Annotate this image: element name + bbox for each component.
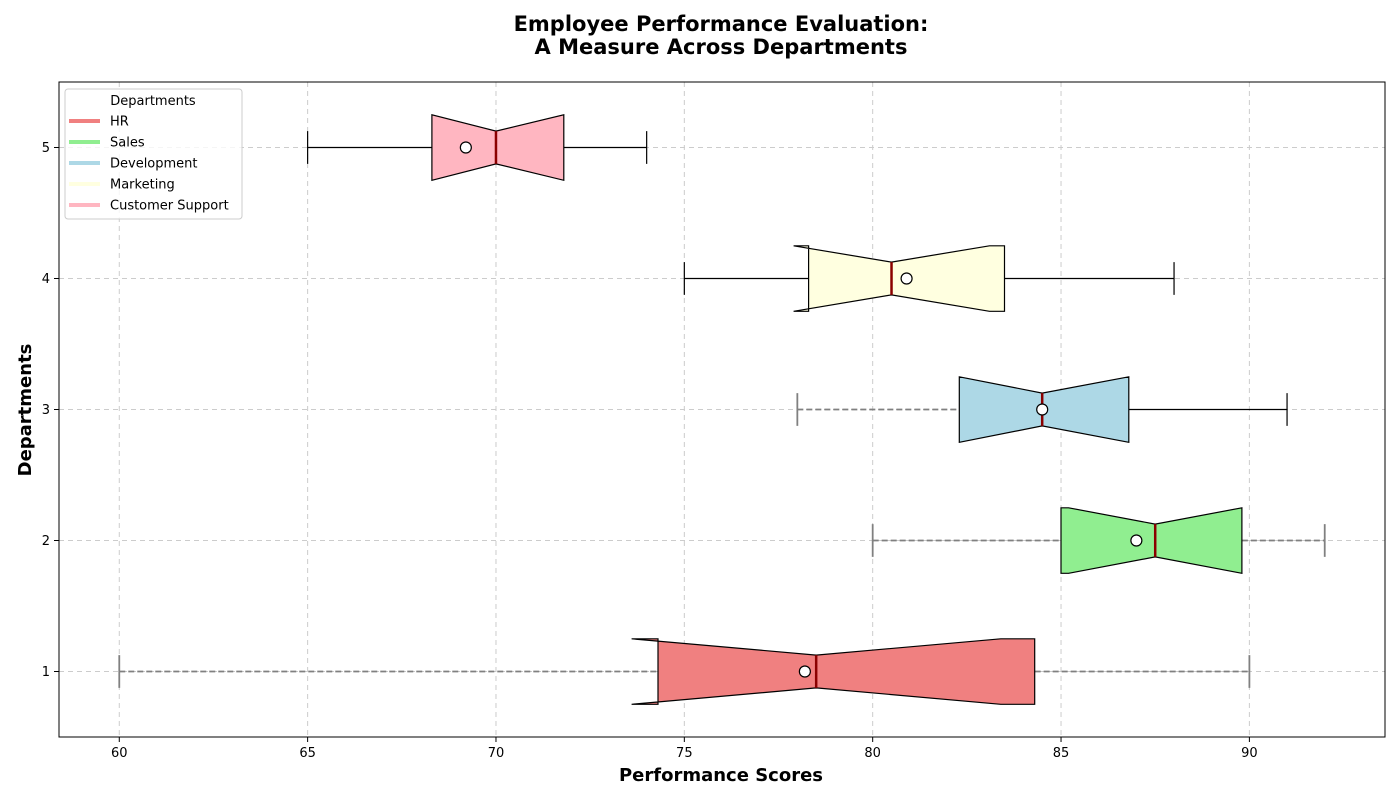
chart-title-line-2: A Measure Across Departments [535, 35, 908, 59]
legend: Departments HR Sales Development Marketing C… [64, 88, 243, 220]
ticks: 60 65 70 75 80 85 90 1 2 3 4 5 [42, 141, 1258, 761]
x-tick-label: 85 [1053, 746, 1070, 761]
y-tick-label: 2 [42, 534, 50, 549]
box-customer-support [307, 114, 648, 182]
y-tick-label: 3 [42, 403, 50, 418]
legend-label: HR [110, 115, 129, 130]
boxes [118, 114, 1326, 705]
legend-items: HR Sales Development Marketing Customer Supp… [69, 115, 229, 214]
box-body [431, 114, 565, 182]
y-axis-label: Departments [15, 344, 36, 477]
legend-label: Sales [110, 136, 145, 151]
box-body [1060, 507, 1243, 575]
box-sales [871, 507, 1326, 575]
legend-label: Marketing [110, 178, 175, 193]
mean-marker [798, 665, 811, 678]
x-tick-label: 65 [299, 746, 316, 761]
mean-marker [1036, 403, 1049, 416]
mean-marker [900, 272, 913, 285]
x-tick-label: 70 [488, 746, 505, 761]
mean-marker [459, 141, 472, 154]
x-tick-label: 90 [1241, 746, 1258, 761]
box-body [793, 245, 1006, 312]
box-hr [118, 638, 1251, 705]
x-tick-label: 60 [111, 746, 128, 761]
x-axis-label: Performance Scores [619, 765, 823, 786]
y-tick-label: 1 [42, 665, 50, 680]
box-marketing [683, 245, 1175, 312]
legend-box [64, 88, 243, 220]
legend-title: Departments [110, 94, 196, 109]
legend-label: Development [110, 157, 198, 172]
x-tick-label: 80 [864, 746, 881, 761]
y-tick-label: 4 [42, 272, 50, 287]
box-body [631, 638, 1036, 705]
y-tick-label: 5 [42, 141, 50, 156]
chart-title-line-1: Employee Performance Evaluation: [514, 12, 929, 36]
legend-label: Customer Support [110, 199, 229, 214]
x-tick-label: 75 [676, 746, 693, 761]
box-development [796, 376, 1288, 444]
mean-marker [1130, 534, 1143, 547]
